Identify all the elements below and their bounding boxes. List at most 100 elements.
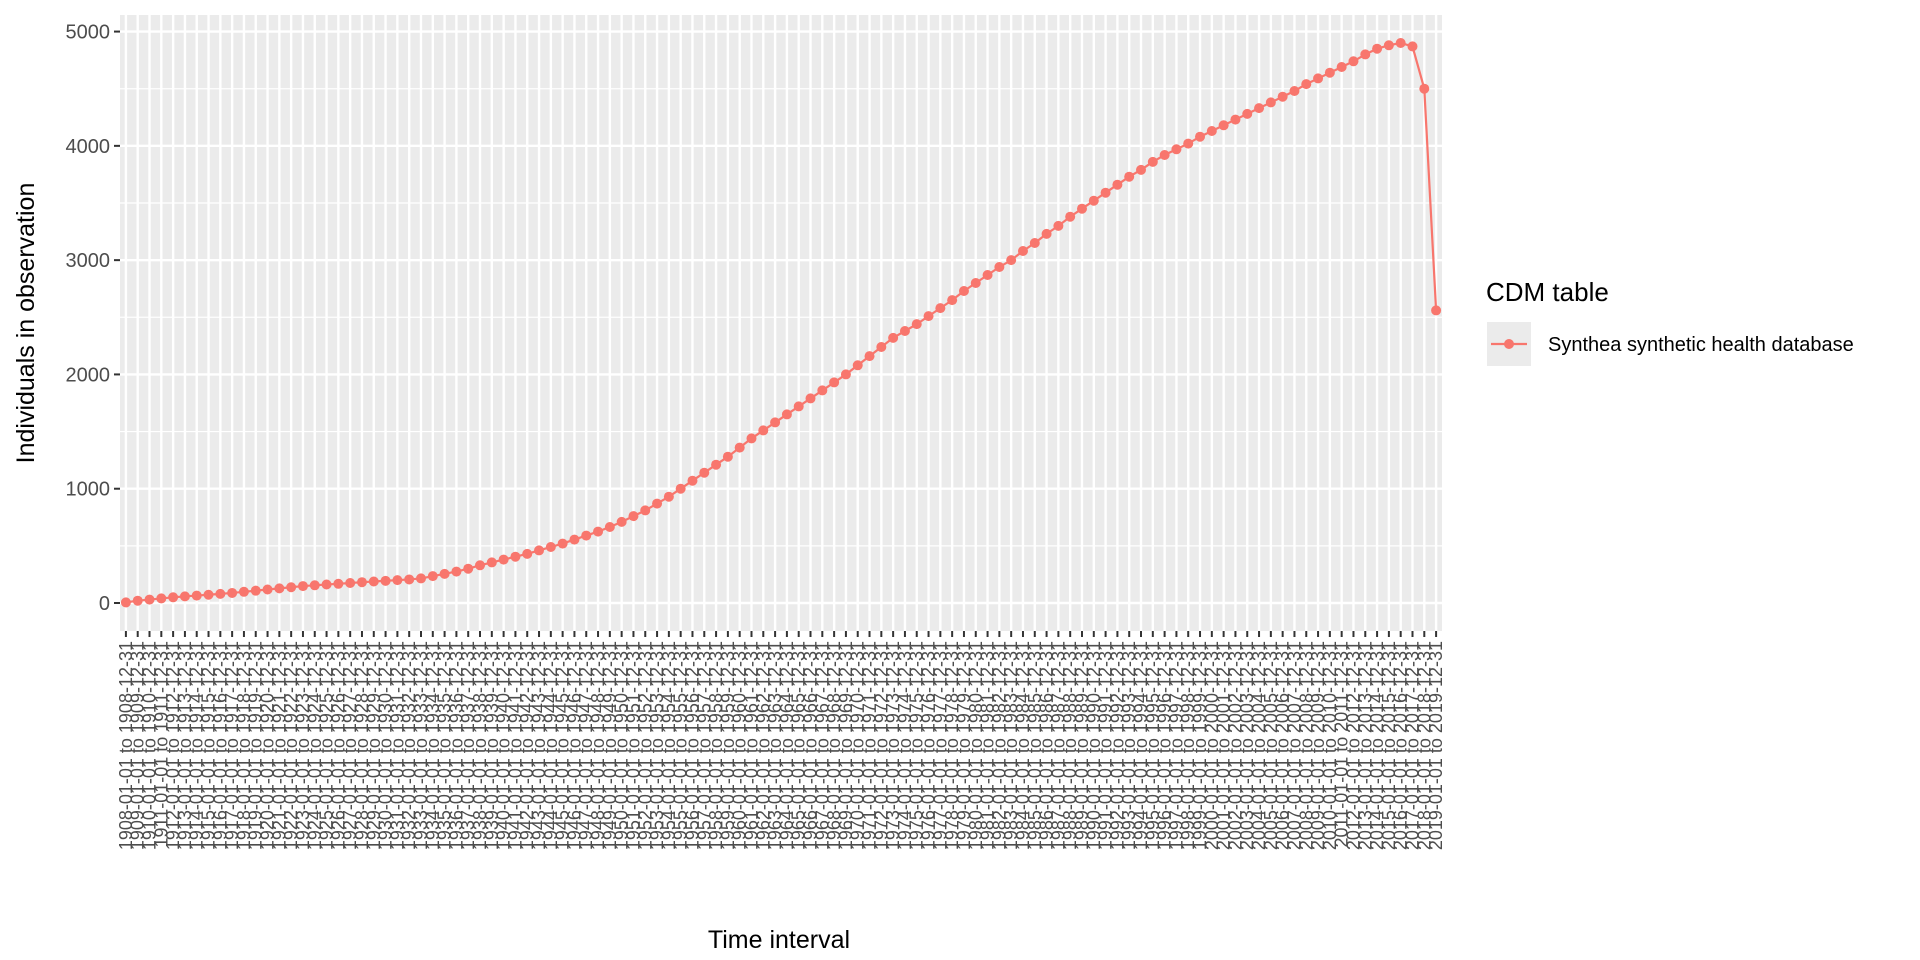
data-point — [958, 286, 969, 296]
data-point — [238, 586, 249, 597]
data-point — [711, 459, 722, 470]
axes: 0 1000 2000 3000 4000 5000 1908-01-01 to 1908-… — [66, 22, 1447, 851]
x-tick-label: 1917-01-01 to 1917-12-31 — [222, 641, 242, 850]
x-tick-label: 1988-01-01 to 1988-12-31 — [1060, 641, 1080, 850]
x-tick-label: 1951-01-01 to 1951-12-31 — [623, 641, 643, 850]
data-point — [805, 393, 816, 404]
x-tick-label: 1985-01-01 to 1985-12-31 — [1025, 641, 1045, 850]
x-tick-label: 1928-01-01 to 1928-12-31 — [352, 641, 372, 850]
x-tick-label: 1913-01-01 to 1913-12-31 — [175, 641, 195, 850]
x-tick-label: 1947-01-01 to 1947-12-31 — [576, 641, 596, 850]
data-point — [758, 425, 769, 436]
x-tick-label: 1978-01-01 to 1978-12-31 — [942, 641, 962, 850]
data-point — [1136, 164, 1147, 175]
x-tick-label: 1972-01-01 to 1972-12-31 — [871, 641, 891, 850]
x-tick-label: 2005-01-01 to 2005-12-31 — [1261, 641, 1281, 850]
x-tick-label: 1962-01-01 to 1962-12-31 — [753, 641, 773, 850]
x-tick-label: 1963-01-01 to 1963-12-31 — [765, 641, 785, 850]
data-point — [1431, 305, 1442, 316]
data-point — [486, 557, 497, 568]
data-point — [227, 587, 238, 598]
data-point — [699, 467, 710, 478]
data-point — [1124, 171, 1135, 182]
data-point — [675, 483, 686, 494]
x-tick-label: 1908-01-01 to 1908-12-31 — [116, 641, 136, 850]
data-point — [1360, 49, 1371, 60]
x-tick-label: 1960-01-01 to 1960-12-31 — [730, 641, 750, 850]
data-point — [356, 577, 367, 588]
x-tick-label: 1959-01-01 to 1959-12-31 — [718, 641, 738, 850]
data-point — [392, 575, 403, 586]
x-tick-label: 2019-01-01 to 2019-12-31 — [1426, 641, 1446, 850]
data-point — [1419, 83, 1430, 94]
data-point — [640, 505, 651, 516]
data-point — [1254, 103, 1265, 114]
data-point — [250, 585, 261, 596]
data-point — [770, 417, 781, 428]
data-point — [215, 588, 226, 599]
x-tick-label: 1998-01-01 to 1998-12-31 — [1178, 641, 1198, 850]
data-point — [1088, 195, 1099, 206]
x-tick-label: 1987-01-01 to 1987-12-31 — [1048, 641, 1068, 850]
x-tick-label: 2004-01-01 to 2004-12-31 — [1249, 641, 1269, 850]
data-point — [793, 401, 804, 412]
x-tick-label: 1967-01-01 to 1967-12-31 — [812, 641, 832, 850]
series-line — [125, 41, 1438, 604]
data-point — [852, 360, 863, 371]
panel-background — [120, 15, 1442, 631]
y-tick-label: 5000 — [66, 22, 111, 44]
y-tick-label: 2000 — [66, 364, 111, 386]
x-tick-label: 1944-01-01 to 1944-12-31 — [541, 641, 561, 850]
x-tick-label: 1950-01-01 to 1950-12-31 — [612, 641, 632, 850]
data-point — [203, 589, 214, 600]
x-tick-label: 2001-01-01 to 2001-12-31 — [1214, 641, 1234, 850]
x-tick-label: 1997-01-01 to 1997-12-31 — [1166, 641, 1186, 850]
data-point — [427, 571, 438, 582]
x-tick-label: 2002-01-01 to 2002-12-31 — [1225, 641, 1245, 850]
x-tick-label: 1918-01-01 to 1918-12-31 — [234, 641, 254, 850]
data-point — [569, 534, 580, 545]
x-tick-label: 2010-01-01 to 2010-12-31 — [1320, 641, 1340, 850]
data-point — [1301, 79, 1312, 90]
data-point — [321, 579, 332, 590]
x-tick-label: 1983-01-01 to 1983-12-31 — [1001, 641, 1021, 850]
data-point — [545, 542, 556, 552]
data-point — [415, 573, 426, 584]
x-tick-label: 2000-01-01 to 2000-12-31 — [1202, 641, 1222, 850]
data-point — [1218, 120, 1229, 131]
x-tick-label: 1984-01-01 to 1984-12-31 — [1013, 641, 1033, 850]
data-point — [1265, 97, 1276, 108]
data-point — [888, 332, 899, 343]
x-tick-label: 1968-01-01 to 1968-12-31 — [824, 641, 844, 850]
data-point — [297, 581, 308, 592]
data-point — [1195, 131, 1206, 142]
data-point — [262, 584, 273, 595]
x-tick-label: 2012-01-01 to 2012-12-31 — [1343, 641, 1363, 850]
x-tick-label: 1973-01-01 to 1973-12-31 — [883, 641, 903, 850]
x-tick-label: 1936-01-01 to 1936-12-31 — [446, 641, 466, 850]
x-tick-label: 1990-01-01 to 1990-12-31 — [1084, 641, 1104, 850]
data-point — [1289, 86, 1300, 96]
x-tick-label: 2015-01-01 to 2015-12-31 — [1379, 641, 1399, 850]
x-tick-label: 2003-01-01 to 2003-12-31 — [1237, 641, 1257, 850]
x-tick-label: 2018-01-01 to 2018-12-31 — [1414, 641, 1434, 850]
data-point — [781, 409, 792, 420]
data-point — [404, 574, 415, 585]
x-tick-label: 1926-01-01 to 1926-12-31 — [328, 641, 348, 850]
data-point — [534, 545, 545, 556]
x-tick-label: 2016-01-01 to 2016-12-31 — [1391, 641, 1411, 850]
data-point — [1006, 255, 1017, 266]
x-tick-label: 1920-01-01 to 1920-12-31 — [258, 641, 278, 850]
data-point — [864, 351, 875, 362]
x-tick-label: 1946-01-01 to 1946-12-31 — [564, 641, 584, 850]
data-point — [179, 591, 190, 602]
x-tick-label: 1956-01-01 to 1956-12-31 — [682, 641, 702, 850]
x-tick-label: 1915-01-01 to 1915-12-31 — [199, 641, 219, 850]
data-point — [286, 582, 297, 593]
x-tick-label: 1953-01-01 to 1953-12-31 — [647, 641, 667, 850]
data-point — [663, 491, 674, 502]
x-tick-label: 1930-01-01 to 1930-12-31 — [376, 641, 396, 850]
data-point — [1053, 220, 1064, 231]
x-tick-label: 1945-01-01 to 1945-12-31 — [553, 641, 573, 850]
data-point — [1277, 91, 1288, 102]
